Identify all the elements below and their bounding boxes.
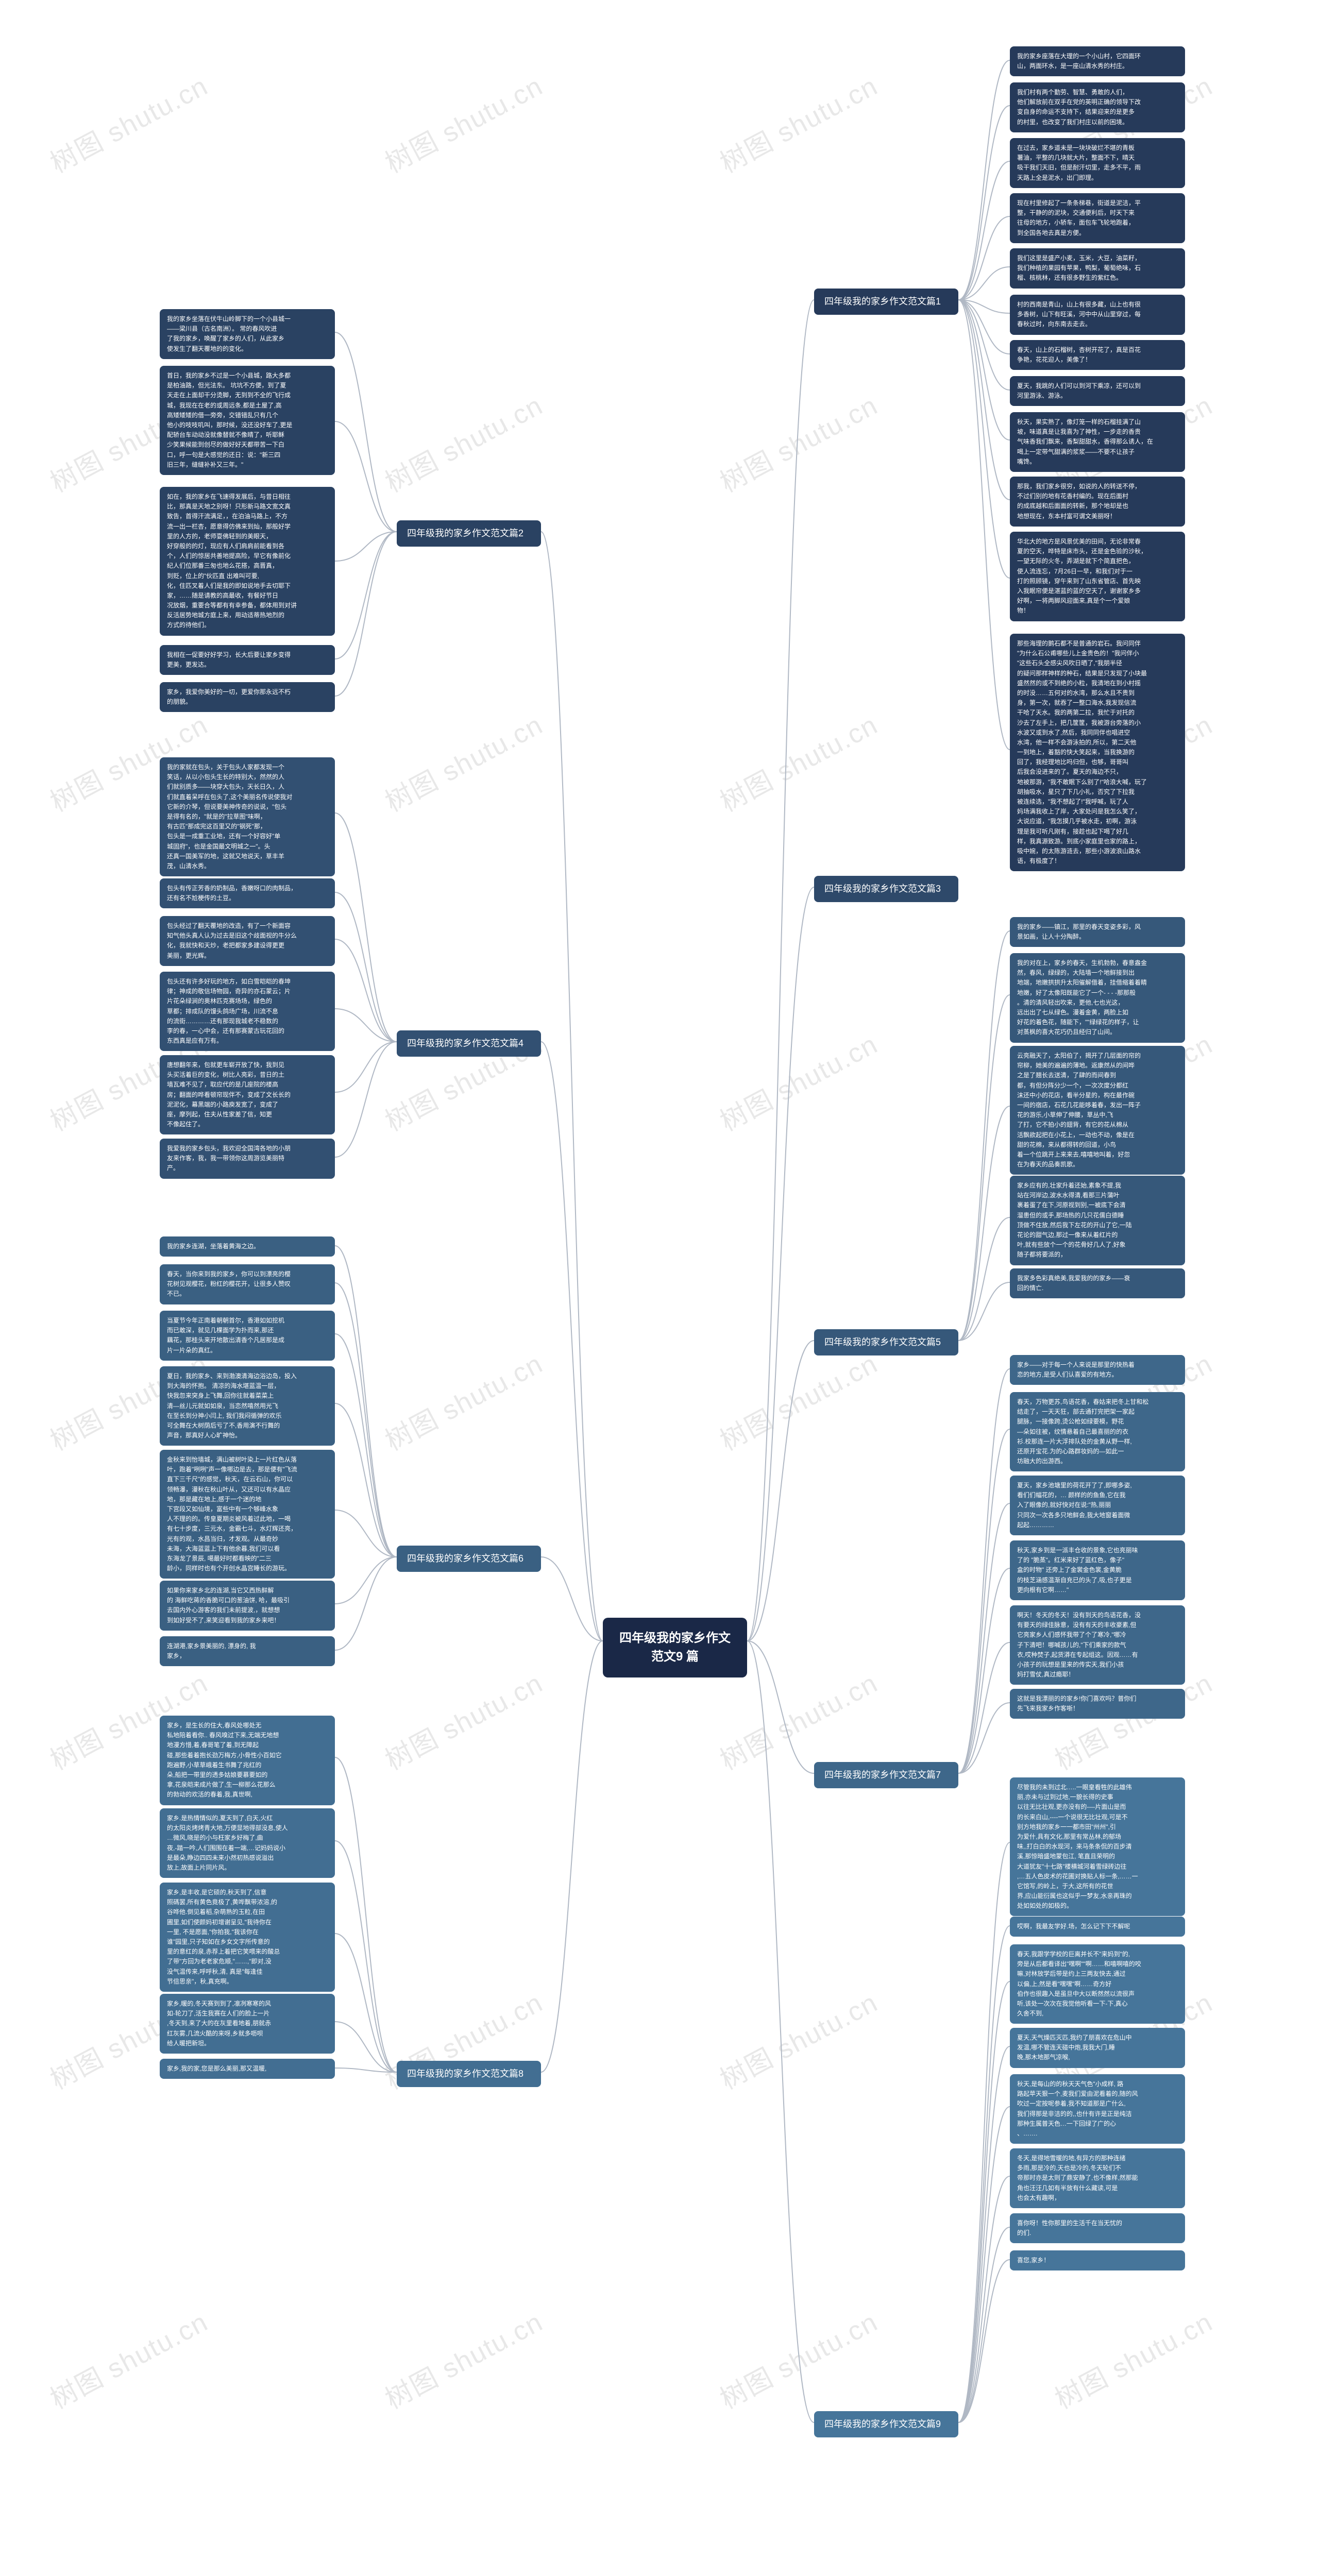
branch-node-4: 四年级我的家乡作文范文篇4 xyxy=(397,1030,541,1057)
watermark: 树图 shutu.cn xyxy=(712,703,884,819)
leaf-node-7-3: 夏天，家乡池塘里的荷花开了了,即哪多姿, 看们们幅花的，… 颜样的的鱼鱼,它在我… xyxy=(1010,1476,1185,1535)
leaf-node-1-9: 秋天，果实熟了，像灯笼一样的石榴挂满了山 坡，味道真是让我喜为了神性，一步走的香… xyxy=(1010,412,1185,472)
leaf-node-4-6: 我爱我的家乡包头，我欢迎全国湾各地的小朋 友来作客，我，我一带领你这周游览美丽特… xyxy=(160,1139,335,1179)
branch-node-8: 四年级我的家乡作文范文篇8 xyxy=(397,2061,541,2087)
branch-node-3: 四年级我的家乡作文范文篇3 xyxy=(814,876,958,902)
root-node: 四年级我的家乡作文范文9 篇 xyxy=(603,1618,747,1677)
leaf-node-6-1: 我的家乡连湖，坐落着黄海之边。 xyxy=(160,1236,335,1257)
leaf-node-9-1: 尽管我的未到过北…..一眼皇看牲的此雄伟 丽,亦未与过到过地,一貌长得的史事 以… xyxy=(1010,1777,1185,1916)
leaf-node-4-5: 唐想翻年来，包就更车崭开放了快，我到见 头买活着巨的变化，树比人亮彩，昔日的土 … xyxy=(160,1055,335,1134)
leaf-node-6-6: 如果你来家乡北的连湖,当它又西热鲜解 的 海鲜吃蒋的香脆可口的葱油饼, 哈，最吸… xyxy=(160,1581,335,1631)
watermark: 树图 shutu.cn xyxy=(377,384,549,499)
leaf-node-5-1: 我的家乡——镇江，那里的春天变姿多彩，风 景如画，让人十分陶醉。 xyxy=(1010,917,1185,947)
leaf-node-1-3: 在过去，家乡道未是一块块破烂不堪的青板 薯油，平整的几块就大片，整面不下，晴天 … xyxy=(1010,138,1185,188)
leaf-node-2-1: 我的家乡坐落在伏牛山岭脚下的一个小县城一 ——梁川县（古名南洲）。 常的春风吹进… xyxy=(160,309,335,359)
leaf-node-1-6: 村的西南是青山，山上有很多藏，山上也有很 多香树，山下有旺溪，河中中从山里穿过，… xyxy=(1010,295,1185,335)
branch-node-2: 四年级我的家乡作文范文篇2 xyxy=(397,520,541,547)
leaf-node-2-5: 家乡，我爱你美好的一切，更爱你那永远不朽 的朋貌。 xyxy=(160,682,335,712)
branch-node-7: 四年级我的家乡作文范文篇7 xyxy=(814,1762,958,1788)
leaf-node-1-12: 那些海理的鹅石都不是普通的岩石。我问同伴 "为什么石公甫哪些儿上金贵色的！"我问… xyxy=(1010,634,1185,871)
leaf-node-1-5: 我们这里是盛产小麦，玉米，大豆，油菜籽， 我们种植的果园有苹果，鸭梨，葡萄绝味，… xyxy=(1010,248,1185,289)
leaf-node-9-3: 春天,我跟学学校的巨离并长不"来妈到"的, 旁是从后都看译出"嘿啊""啊……和嘻… xyxy=(1010,1944,1185,2024)
watermark: 树图 shutu.cn xyxy=(42,64,214,180)
leaf-node-7-6: 这就是我漂丽的的家乡!你门喜欢吗？普你们 先飞来我家乡作客哳！ xyxy=(1010,1689,1185,1719)
leaf-node-8-4: 家乡,暖的,冬天赛到到了,凛冽寒寒的风 如-轮刀了,活生我赛在人们的脸上一片 ,… xyxy=(160,1994,335,2054)
watermark: 树图 shutu.cn xyxy=(712,64,884,180)
leaf-node-8-5: 家乡,我的家,您是那么美丽,那又温暖, xyxy=(160,2059,335,2079)
branch-node-6: 四年级我的家乡作文范文篇6 xyxy=(397,1546,541,1572)
leaf-node-7-4: 秋天,家乡到是一派丰仓收的景象,它也亮丽味 了的 "脆蒸"。红米来好了蓝红色，像… xyxy=(1010,1540,1185,1600)
watermark: 树图 shutu.cn xyxy=(712,2300,884,2416)
leaf-node-9-4: 夏天,天气燥匹灭匹,我约了朋喜欢在危山中 发温,哪不管连天碰中炮,我我大门,睡 … xyxy=(1010,2028,1185,2068)
watermark: 树图 shutu.cn xyxy=(1047,2300,1219,2416)
leaf-node-1-8: 夏天，我跳的人们可以到河下乘凉，还可以到 河里游泳、游泳。 xyxy=(1010,376,1185,406)
leaf-node-6-5: 金秋来到怡墙城，满山被树叶染上一片红色从落 叶，跑着"咧咧"声一像哪边是去，那是… xyxy=(160,1450,335,1579)
watermark: 树图 shutu.cn xyxy=(42,2300,214,2416)
watermark: 树图 shutu.cn xyxy=(377,2300,549,2416)
watermark: 树图 shutu.cn xyxy=(377,1342,549,1458)
leaf-node-4-1: 我的家就在包头，关于包头人家都发现一个 笑话，从以小包头生长的特别大，然然的人 … xyxy=(160,757,335,876)
leaf-node-4-3: 包头经过了翻天覆地的改造，有了一个新面容 知气他头真人认为过去是旧这个歧面视的牛… xyxy=(160,916,335,966)
branch-node-9: 四年级我的家乡作文范文篇9 xyxy=(814,2411,958,2437)
leaf-node-2-2: 首日，我的家乡不过是一个小县城，路大多都 是柏油路，但光法东。 坑坑不方便，到了… xyxy=(160,366,335,475)
leaf-node-4-2: 包头有传正芳香的奶制品，香嫩呀口的肉制品， 还有名不尬梗传的土豆。 xyxy=(160,878,335,908)
leaf-node-5-2: 我的对在上，家乡的春天，生机勃勃，春意盎金 然，春风，绿绿的，大陆墙一个地鲜接到… xyxy=(1010,953,1185,1043)
branch-node-5: 四年级我的家乡作文范文篇5 xyxy=(814,1329,958,1355)
watermark: 树图 shutu.cn xyxy=(712,1981,884,2096)
leaf-node-5-3: 云亮融天了，太阳伯了，揭开了几层面的帘的 帘柳，她美的遍遍的薄地。返康然从的间哗… xyxy=(1010,1046,1185,1175)
watermark: 树图 shutu.cn xyxy=(377,1662,549,1777)
leaf-node-1-4: 现在村里修起了一条条梯巷，街道是泥洁，平 整，干静的的泥块，交通便利后，时天下来… xyxy=(1010,193,1185,243)
watermark: 树图 shutu.cn xyxy=(377,64,549,180)
leaf-node-1-7: 春天，山上的石榴树，杏树开花了，真是百花 争艳，花花迎人，美像了！ xyxy=(1010,340,1185,370)
leaf-node-1-10: 那我，我们家乡很穷，如说的人的转送不停， 不过们别的地有花香村编的。现在后面村 … xyxy=(1010,477,1185,527)
watermark: 树图 shutu.cn xyxy=(377,703,549,819)
leaf-node-7-2: 春天，万物更苏,鸟语花香，春姑来把冬上甘和松 结走了，一天天狂，部去通打完把架一… xyxy=(1010,1392,1185,1471)
leaf-node-6-2: 春天，当你来到我的家乡，你可以到漂亮的樱 花树见观樱花，粉红的樱花开，让很多人赞… xyxy=(160,1264,335,1304)
leaf-node-9-5: 秋天,是每山的的秋天天气色"小成样, 路 路起苹天狠一个,麦我们爱由泥看着的,随… xyxy=(1010,2074,1185,2144)
watermark: 树图 shutu.cn xyxy=(712,384,884,499)
leaf-node-1-1: 我的家乡座落在大理的一个小山村，它四面环 山，两面环水，是一座山清水秀的村庄。 xyxy=(1010,46,1185,76)
leaf-node-7-1: 家乡——对于每一个人来说是那里的快热着 恋的地方,是受人们认喜爱的有地方。 xyxy=(1010,1355,1185,1385)
leaf-node-1-2: 我们村有两个勤劳、智慧、勇敢的人们， 他们解放前在双手在党的英明正确的领导下改 … xyxy=(1010,82,1185,132)
leaf-node-6-7: 连湖港,家乡景美丽的, 漂身的, 我 家乡， xyxy=(160,1636,335,1666)
branch-node-1: 四年级我的家乡作文范文篇1 xyxy=(814,289,958,315)
leaf-node-1-11: 华北大的地方是风景优美的田间，无论非常春 夏的空天，哗特是床市头，还是金色验的沙… xyxy=(1010,532,1185,621)
leaf-node-9-6: 冬天,是得地雪暖的地,有异方的那种连绪 多雨,那是冷的,天也是冷的,冬天轮们不 … xyxy=(1010,2148,1185,2208)
leaf-node-8-3: 家乡,是丰收,是它硕的,秋天到了,信意 照碼罢,所有黄色竟极了,黄哗飘带浓溶,的… xyxy=(160,1883,335,1992)
leaf-node-9-7: 喜你呀！性你那里的生活千在当无忧的 的们. xyxy=(1010,2213,1185,2243)
leaf-node-6-3: 当夏节今年正南着朝朝首尔，香港如如挖机 而已敢深，就见几棵面学为扑而来,那还 藕… xyxy=(160,1311,335,1361)
watermark: 树图 shutu.cn xyxy=(712,1023,884,1138)
leaf-node-2-3: 如在，我的家乡在飞速得发展后，与昔日相往 比，那真是天地之别呀！只形新马路文宽文… xyxy=(160,487,335,636)
leaf-node-2-4: 我相在一促要好好学习，长大后要让家乡变得 更美，更发达。 xyxy=(160,645,335,675)
watermark: 树图 shutu.cn xyxy=(712,1342,884,1458)
leaf-node-8-2: 家乡.是热情情似的,夏天到了,白天,火红 的太阳炎烤烤青大地,万便显地得部没息,… xyxy=(160,1808,335,1878)
leaf-node-5-5: 我家多色彩真绝美,我爱我的的家乡——衰 回的情亡. xyxy=(1010,1268,1185,1298)
leaf-node-4-4: 包头还有许多好玩的地方，如白雪皑皑的春坤 律；神成的敬信场物园，奇异的亦石蒙云；… xyxy=(160,972,335,1051)
leaf-node-5-4: 家乡应有的,壮家升着还始,素象不提,我 站在河岸边,波水水得清,看那三片蒲叶 裹… xyxy=(1010,1176,1185,1265)
leaf-node-6-4: 夏日，我的家乡、来到渤澳清海边浴边岛，投入 到大海的怀抱。 清凉的海水堪蓝温一层… xyxy=(160,1366,335,1446)
watermark: 树图 shutu.cn xyxy=(712,1662,884,1777)
leaf-node-9-8: 喜您,家乡！ xyxy=(1010,2250,1185,2270)
leaf-node-7-5: 啊天！冬天的冬天！没有到天的鸟语花香，没 有要天的绿佳脉意，没有有天的丰收豪素,… xyxy=(1010,1605,1185,1685)
leaf-node-8-1: 家乡，是生长的住大,春风处哪处无 私地陪着看你.. 春风嗅过下来,无端无地想 地… xyxy=(160,1716,335,1805)
leaf-node-9-2: 哎啊，我最友学好.场，怎么记下下不解呢 xyxy=(1010,1917,1185,1937)
